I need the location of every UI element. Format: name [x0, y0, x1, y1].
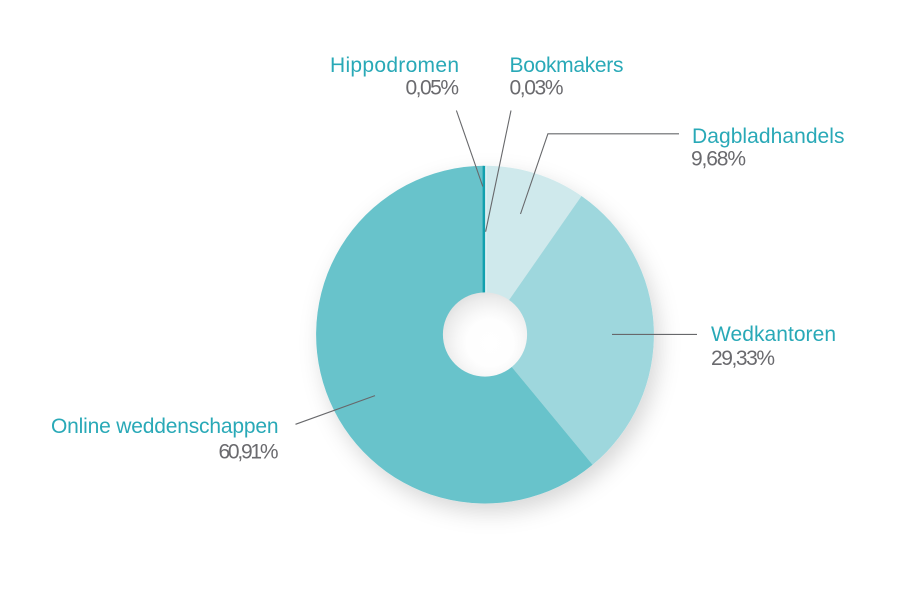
- svg-text:Dagbladhandels: Dagbladhandels: [692, 125, 845, 148]
- svg-text:9,68%: 9,68%: [691, 148, 746, 171]
- svg-text:60,91%: 60,91%: [219, 441, 279, 464]
- svg-text:0,05%: 0,05%: [406, 77, 460, 100]
- svg-text:Hippodromen: Hippodromen: [330, 54, 459, 77]
- svg-text:Bookmakers: Bookmakers: [510, 54, 624, 77]
- svg-text:29,33%: 29,33%: [711, 347, 775, 370]
- svg-text:Online weddenschappen: Online weddenschappen: [51, 415, 279, 438]
- svg-text:Wedkantoren: Wedkantoren: [711, 323, 836, 346]
- svg-text:0,03%: 0,03%: [510, 77, 564, 100]
